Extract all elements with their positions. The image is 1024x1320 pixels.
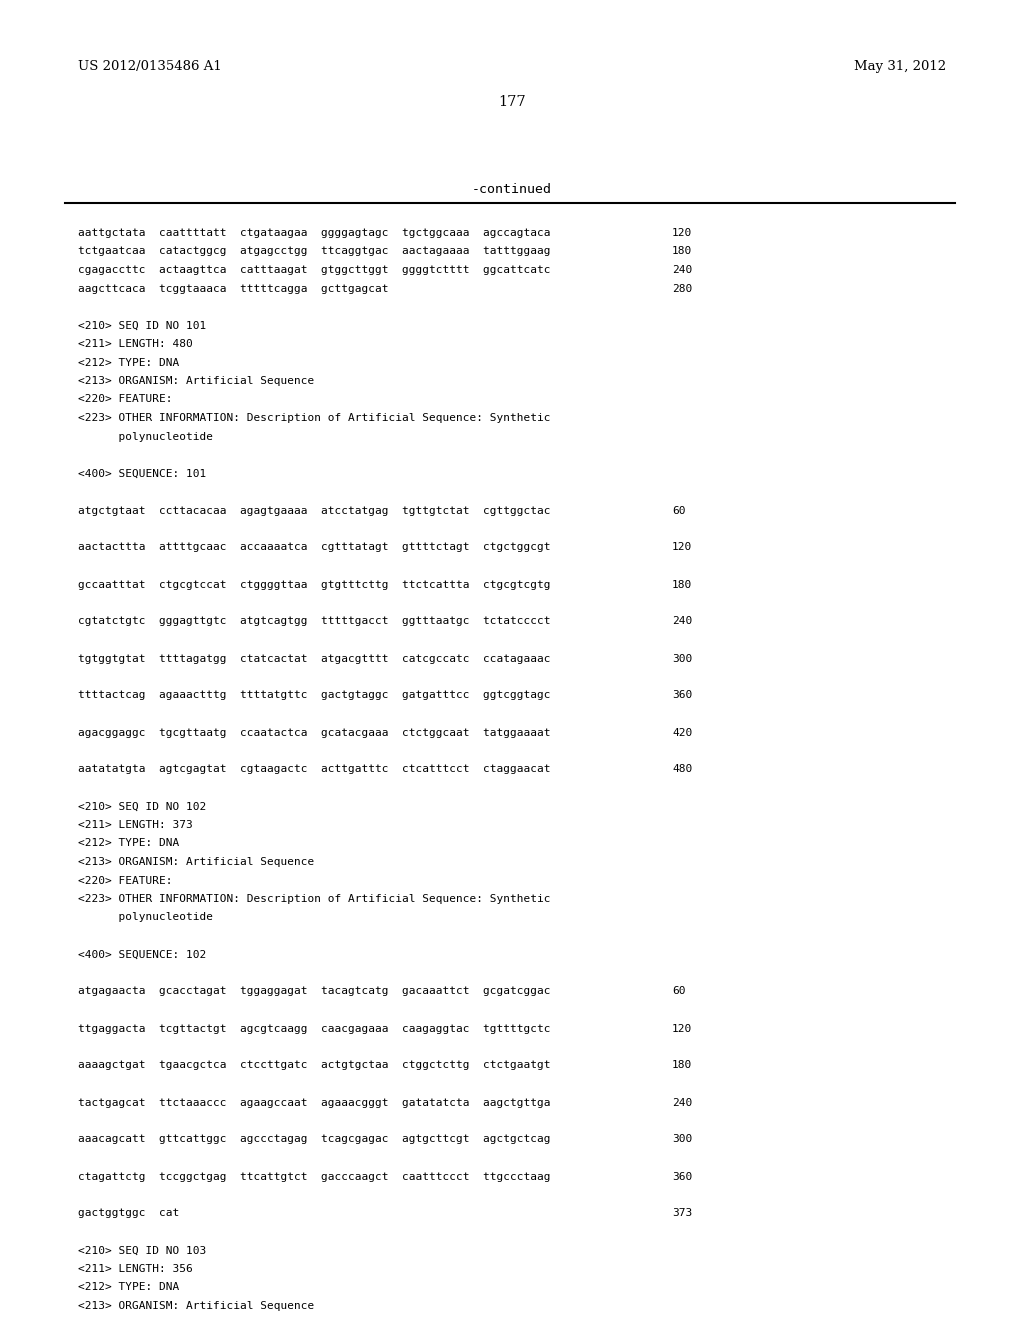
Text: <223> OTHER INFORMATION: Description of Artificial Sequence: Synthetic: <223> OTHER INFORMATION: Description of … xyxy=(78,413,551,422)
Text: aactacttta  attttgcaac  accaaaatca  cgtttatagt  gttttctagt  ctgctggcgt: aactacttta attttgcaac accaaaatca cgtttat… xyxy=(78,543,551,553)
Text: 240: 240 xyxy=(672,265,692,275)
Text: ctagattctg  tccggctgag  ttcattgtct  gacccaagct  caatttccct  ttgccctaag: ctagattctg tccggctgag ttcattgtct gacccaa… xyxy=(78,1172,551,1181)
Text: 120: 120 xyxy=(672,228,692,238)
Text: 120: 120 xyxy=(672,1023,692,1034)
Text: <211> LENGTH: 480: <211> LENGTH: 480 xyxy=(78,339,193,348)
Text: <400> SEQUENCE: 102: <400> SEQUENCE: 102 xyxy=(78,949,206,960)
Text: <223> OTHER INFORMATION: Description of Artificial Sequence: Synthetic: <223> OTHER INFORMATION: Description of … xyxy=(78,894,551,904)
Text: 360: 360 xyxy=(672,1172,692,1181)
Text: 420: 420 xyxy=(672,727,692,738)
Text: aatatatgta  agtcgagtat  cgtaagactc  acttgatttc  ctcatttcct  ctaggaacat: aatatatgta agtcgagtat cgtaagactc acttgat… xyxy=(78,764,551,775)
Text: 180: 180 xyxy=(672,247,692,256)
Text: <212> TYPE: DNA: <212> TYPE: DNA xyxy=(78,838,179,849)
Text: tgtggtgtat  ttttagatgg  ctatcactat  atgacgtttt  catcgccatc  ccatagaaac: tgtggtgtat ttttagatgg ctatcactat atgacgt… xyxy=(78,653,551,664)
Text: 280: 280 xyxy=(672,284,692,293)
Text: <213> ORGANISM: Artificial Sequence: <213> ORGANISM: Artificial Sequence xyxy=(78,857,314,867)
Text: polynucleotide: polynucleotide xyxy=(78,432,213,441)
Text: <210> SEQ ID NO 103: <210> SEQ ID NO 103 xyxy=(78,1246,206,1255)
Text: agacggaggc  tgcgttaatg  ccaatactca  gcatacgaaa  ctctggcaat  tatggaaaat: agacggaggc tgcgttaatg ccaatactca gcatacg… xyxy=(78,727,551,738)
Text: 300: 300 xyxy=(672,1134,692,1144)
Text: 120: 120 xyxy=(672,543,692,553)
Text: gactggtggc  cat: gactggtggc cat xyxy=(78,1209,179,1218)
Text: aaaagctgat  tgaacgctca  ctccttgatc  actgtgctaa  ctggctcttg  ctctgaatgt: aaaagctgat tgaacgctca ctccttgatc actgtgc… xyxy=(78,1060,551,1071)
Text: 177: 177 xyxy=(499,95,525,110)
Text: tactgagcat  ttctaaaccc  agaagccaat  agaaacgggt  gatatatcta  aagctgttga: tactgagcat ttctaaaccc agaagccaat agaaacg… xyxy=(78,1097,551,1107)
Text: 60: 60 xyxy=(672,506,685,516)
Text: gccaatttat  ctgcgtccat  ctggggttaa  gtgtttcttg  ttctcattta  ctgcgtcgtg: gccaatttat ctgcgtccat ctggggttaa gtgtttc… xyxy=(78,579,551,590)
Text: <212> TYPE: DNA: <212> TYPE: DNA xyxy=(78,1283,179,1292)
Text: atgctgtaat  ccttacacaa  agagtgaaaa  atcctatgag  tgttgtctat  cgttggctac: atgctgtaat ccttacacaa agagtgaaaa atcctat… xyxy=(78,506,551,516)
Text: 373: 373 xyxy=(672,1209,692,1218)
Text: aattgctata  caattttatt  ctgataagaa  ggggagtagc  tgctggcaaa  agccagtaca: aattgctata caattttatt ctgataagaa ggggagt… xyxy=(78,228,551,238)
Text: <211> LENGTH: 373: <211> LENGTH: 373 xyxy=(78,820,193,830)
Text: May 31, 2012: May 31, 2012 xyxy=(854,59,946,73)
Text: aagcttcaca  tcggtaaaca  tttttcagga  gcttgagcat: aagcttcaca tcggtaaaca tttttcagga gcttgag… xyxy=(78,284,388,293)
Text: 300: 300 xyxy=(672,653,692,664)
Text: ttgaggacta  tcgttactgt  agcgtcaagg  caacgagaaa  caagaggtac  tgttttgctc: ttgaggacta tcgttactgt agcgtcaagg caacgag… xyxy=(78,1023,551,1034)
Text: cgagaccttc  actaagttca  catttaagat  gtggcttggt  ggggtctttt  ggcattcatc: cgagaccttc actaagttca catttaagat gtggctt… xyxy=(78,265,551,275)
Text: 480: 480 xyxy=(672,764,692,775)
Text: <210> SEQ ID NO 102: <210> SEQ ID NO 102 xyxy=(78,801,206,812)
Text: US 2012/0135486 A1: US 2012/0135486 A1 xyxy=(78,59,222,73)
Text: -continued: -continued xyxy=(472,183,552,195)
Text: 360: 360 xyxy=(672,690,692,701)
Text: <212> TYPE: DNA: <212> TYPE: DNA xyxy=(78,358,179,367)
Text: <213> ORGANISM: Artificial Sequence: <213> ORGANISM: Artificial Sequence xyxy=(78,1302,314,1311)
Text: <213> ORGANISM: Artificial Sequence: <213> ORGANISM: Artificial Sequence xyxy=(78,376,314,385)
Text: atgagaacta  gcacctagat  tggaggagat  tacagtcatg  gacaaattct  gcgatcggac: atgagaacta gcacctagat tggaggagat tacagtc… xyxy=(78,986,551,997)
Text: 240: 240 xyxy=(672,616,692,627)
Text: <210> SEQ ID NO 101: <210> SEQ ID NO 101 xyxy=(78,321,206,330)
Text: ttttactcag  agaaactttg  ttttatgttc  gactgtaggc  gatgatttcc  ggtcggtagc: ttttactcag agaaactttg ttttatgttc gactgta… xyxy=(78,690,551,701)
Text: 240: 240 xyxy=(672,1097,692,1107)
Text: 60: 60 xyxy=(672,986,685,997)
Text: tctgaatcaa  catactggcg  atgagcctgg  ttcaggtgac  aactagaaaa  tatttggaag: tctgaatcaa catactggcg atgagcctgg ttcaggt… xyxy=(78,247,551,256)
Text: <400> SEQUENCE: 101: <400> SEQUENCE: 101 xyxy=(78,469,206,479)
Text: 180: 180 xyxy=(672,1060,692,1071)
Text: 180: 180 xyxy=(672,579,692,590)
Text: aaacagcatt  gttcattggc  agccctagag  tcagcgagac  agtgcttcgt  agctgctcag: aaacagcatt gttcattggc agccctagag tcagcga… xyxy=(78,1134,551,1144)
Text: <211> LENGTH: 356: <211> LENGTH: 356 xyxy=(78,1265,193,1274)
Text: <220> FEATURE:: <220> FEATURE: xyxy=(78,875,172,886)
Text: cgtatctgtc  gggagttgtc  atgtcagtgg  tttttgacct  ggtttaatgc  tctatcccct: cgtatctgtc gggagttgtc atgtcagtgg tttttga… xyxy=(78,616,551,627)
Text: <220> FEATURE:: <220> FEATURE: xyxy=(78,395,172,404)
Text: polynucleotide: polynucleotide xyxy=(78,912,213,923)
